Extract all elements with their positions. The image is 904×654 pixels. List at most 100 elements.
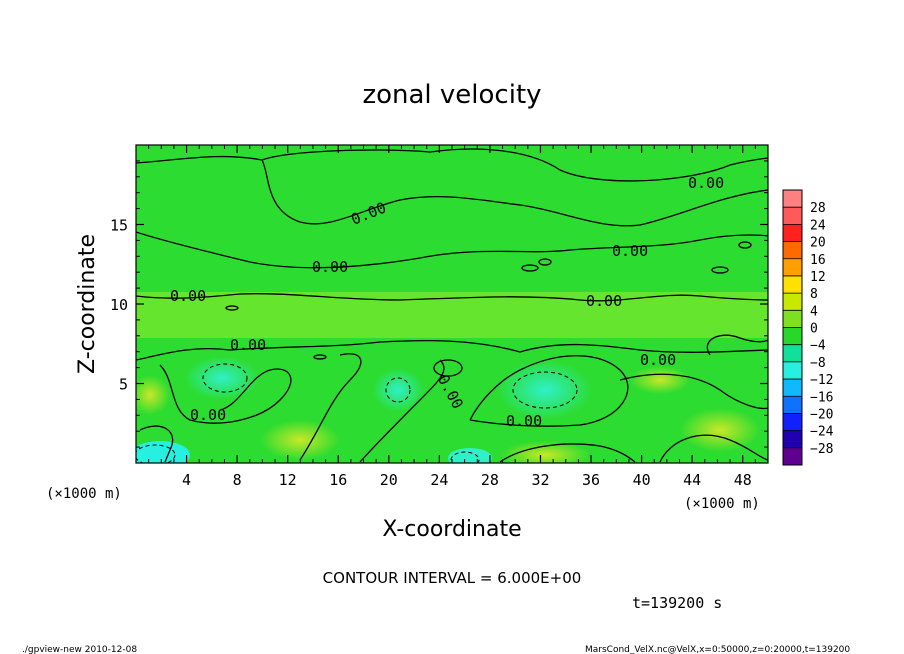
colorbar-swatch [783, 207, 802, 225]
positive-band [136, 292, 768, 338]
contour-zero [159, 364, 292, 424]
contour-zero [711, 266, 729, 274]
colorbar-label: −24 [810, 425, 834, 440]
yellow-patch [680, 408, 760, 452]
contour-zero [433, 359, 463, 377]
footer-left: ./gpview-new 2010-12-08 [22, 645, 137, 654]
plot-area: 0.00 0.00 0.00 0.00 0.00 0.00 0.00 0.00 … [136, 145, 768, 463]
colorbar-label: 4 [810, 304, 818, 319]
colorbar-swatch [783, 327, 802, 346]
colorbar-label: 8 [810, 287, 818, 302]
contour-zero [261, 159, 768, 227]
x-tick-label: 24 [430, 471, 448, 489]
blue-patch [372, 368, 424, 412]
colorbar-label: −16 [810, 390, 833, 405]
contour-zero [738, 241, 752, 249]
contour-zero [225, 305, 239, 311]
colorbar-label: 16 [810, 253, 826, 268]
yellow-patch [630, 366, 690, 394]
x-tick-label: 20 [380, 471, 398, 489]
yellow-patch [260, 420, 340, 460]
contour-zero [521, 264, 539, 272]
blue-patch [184, 356, 260, 400]
x-axis-label: X-coordinate [382, 517, 521, 542]
colorbar-swatch [783, 379, 802, 397]
x-unit-right: (×1000 m) [684, 496, 760, 512]
colorbar-swatch [783, 241, 802, 260]
contour-zero [538, 258, 552, 266]
contour-zero [706, 334, 768, 356]
colorbar-swatch [783, 447, 802, 466]
y-axis: 5 10 15 [110, 160, 768, 448]
colorbar-label: −28 [810, 442, 833, 457]
x-tick-label: 28 [481, 471, 499, 489]
colorbar-label: 0 [810, 322, 818, 337]
colorbar-label: 28 [810, 201, 826, 216]
colorbar-label: 20 [810, 236, 826, 251]
footer-right: MarsCond_VelX.nc@VelX,x=0:50000,z=0:2000… [585, 645, 850, 654]
contour-zero [299, 353, 362, 461]
contour-negative [202, 363, 248, 393]
colorbar-label: −20 [810, 407, 833, 422]
contour-label: 0.00 [688, 174, 724, 192]
colorbar-swatch [783, 310, 802, 328]
x-tick-label: 40 [633, 471, 651, 489]
contour-zero [136, 293, 768, 302]
contour-zero [136, 231, 768, 269]
y-tick-label: 10 [110, 296, 128, 314]
colorbar-label: 12 [810, 270, 826, 285]
y-tick-label: 5 [119, 376, 128, 394]
contour-label: 0.00 [612, 242, 648, 260]
contour-label: 0.00 [170, 287, 206, 305]
colorbar-swatch [783, 258, 802, 277]
contour-label: 0.00 [640, 351, 676, 369]
x-tick-label: 8 [233, 471, 242, 489]
colorbar-label: 24 [810, 218, 826, 233]
contour-zero [619, 373, 768, 410]
x-tick-label: 4 [182, 471, 191, 489]
yellow-patch [500, 441, 590, 463]
blue-patch [448, 448, 492, 463]
contour-zero [499, 443, 636, 463]
contour-zero [659, 434, 768, 463]
y-tick-label: 15 [110, 217, 128, 235]
colorbar-swatch [783, 361, 802, 380]
x-tick-label: 12 [279, 471, 297, 489]
blue-patch [497, 360, 593, 420]
colorbar-swatch [783, 293, 802, 311]
colorbar: 28 24 20 16 12 8 4 0 −4 −8 −12 −16 −20 −24 −28 [782, 189, 834, 466]
contour-zero [136, 339, 768, 361]
contour-label: 0.00 [586, 292, 622, 310]
contour-zero [359, 359, 445, 463]
contour-label: 0.00 [506, 412, 542, 430]
contour-negative [450, 451, 480, 463]
colorbar-swatch [783, 344, 802, 363]
colorbar-swatch [783, 413, 802, 432]
yellow-patch [136, 375, 170, 415]
contour-label: 0.00 [230, 336, 266, 354]
x-axis: 4 8 12 16 20 24 28 32 36 40 44 48 [148, 145, 756, 489]
colorbar-swatch [783, 396, 802, 414]
contour-dashed [136, 363, 578, 463]
contour-zero [139, 425, 174, 463]
x-unit-left: (×1000 m) [46, 486, 122, 502]
colorbar-label: −4 [810, 339, 826, 354]
x-tick-label: 44 [683, 471, 701, 489]
x-tick-label: 16 [329, 471, 347, 489]
x-tick-label: 48 [734, 471, 752, 489]
contour-zero [313, 354, 327, 360]
contour-negative [512, 371, 578, 409]
contour-zero [469, 355, 629, 427]
blue-patch [136, 441, 190, 463]
colorbar-label: −12 [810, 373, 833, 388]
colorbar-label: −8 [810, 356, 826, 371]
colorbar-swatch [783, 224, 802, 243]
contour-label: 0.00 [190, 406, 226, 424]
x-tick-label: 36 [582, 471, 600, 489]
contour-lines [136, 148, 768, 463]
x-tick-label: 32 [531, 471, 549, 489]
colorbar-swatch [783, 430, 802, 449]
y-axis-label: Z-coordinate [75, 234, 100, 374]
contour-interval: CONTOUR INTERVAL = 6.000E+00 [323, 569, 582, 587]
